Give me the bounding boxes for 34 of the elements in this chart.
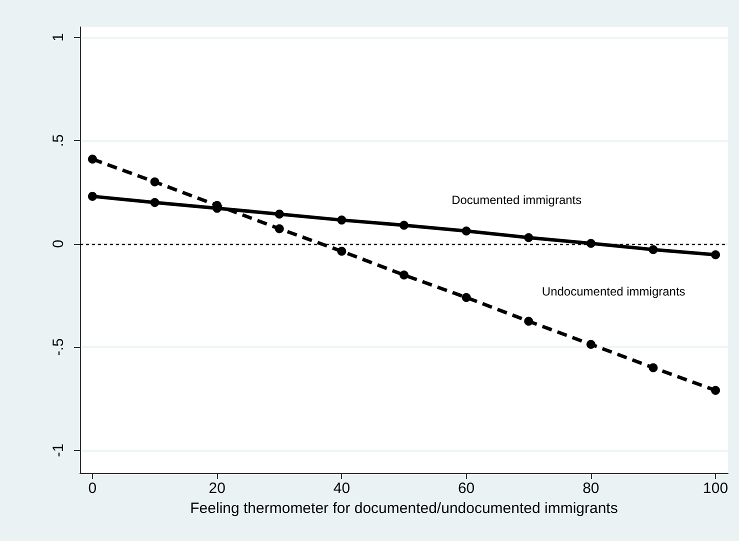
point (337, 216, 346, 225)
point (711, 250, 720, 260)
point (524, 233, 534, 242)
point (274, 224, 284, 234)
point (274, 210, 284, 219)
y-tick-label: .5 (50, 134, 67, 147)
y-tick-label: -.5 (50, 338, 67, 356)
x-tick-label: 80 (582, 480, 600, 497)
y-tick-label: 1 (50, 33, 67, 42)
point (648, 245, 658, 254)
x-axis-title: Feeling thermometer for documented/undocumented immigrants (190, 500, 618, 517)
point (711, 386, 720, 395)
point (462, 226, 471, 236)
point (88, 154, 97, 164)
series-label: Documented immigrants (452, 193, 582, 208)
point (337, 246, 346, 256)
point (400, 220, 408, 230)
x-tick-label: 0 (88, 480, 97, 497)
point (400, 270, 408, 280)
point (150, 177, 160, 186)
y-tick-label: -1 (50, 444, 67, 457)
x-tick-label: 100 (703, 480, 728, 497)
point (586, 238, 596, 248)
series-label: Undocumented immigrants (542, 284, 686, 299)
point (524, 316, 534, 326)
point (88, 192, 97, 201)
point (648, 363, 658, 372)
y-tick-label: 0 (50, 240, 67, 248)
point (150, 198, 160, 208)
x-tick-label: 40 (333, 480, 350, 497)
point (462, 292, 471, 302)
x-tick-label: 20 (208, 480, 226, 497)
x-tick-label: 60 (458, 480, 475, 497)
point (586, 340, 596, 349)
